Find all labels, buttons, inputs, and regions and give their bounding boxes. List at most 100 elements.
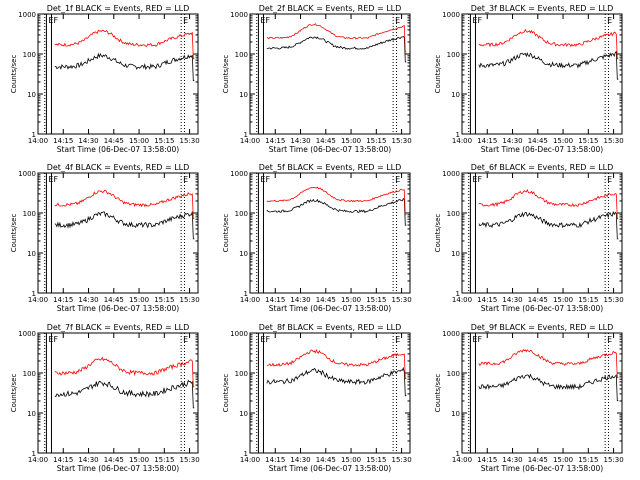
- series-line-lld: [54, 189, 195, 220]
- x-tick-label: 14:45: [316, 137, 336, 145]
- x-tick-label: 15:15: [366, 296, 386, 304]
- series-line-events: [54, 211, 195, 240]
- plot-frame: [249, 332, 411, 454]
- y-tick-label: 1000: [230, 330, 248, 338]
- interval-marker-label: F: [53, 335, 58, 344]
- interval-marker-label: E: [472, 335, 477, 344]
- x-tick-label: 14:30: [78, 456, 98, 464]
- series-line-events: [478, 50, 619, 80]
- series-line-events: [266, 197, 407, 226]
- y-tick-label: 1000: [442, 170, 460, 178]
- x-tick-label: 15:30: [179, 137, 199, 145]
- interval-marker-label: F: [265, 175, 270, 184]
- x-tick-label: 14:15: [477, 456, 497, 464]
- interval-marker-label: E: [472, 175, 477, 184]
- y-tick-label: 100: [447, 370, 460, 378]
- x-tick-label: 14:00: [28, 456, 48, 464]
- plot-frame: [37, 172, 199, 294]
- x-tick-label: 14:30: [290, 137, 310, 145]
- y-tick-label: 1: [32, 290, 36, 298]
- interval-marker-label: E: [607, 175, 612, 184]
- x-tick-label: 15:15: [366, 137, 386, 145]
- y-tick-label: 1000: [442, 330, 460, 338]
- y-tick-label: 10: [27, 91, 36, 99]
- x-tick-label: 15:30: [391, 137, 411, 145]
- panel-9: Det_9f BLACK = Events, RED = LLD 1 10 100 10…: [434, 323, 624, 473]
- interval-marker-label: F: [477, 335, 482, 344]
- x-tick-label: 14:15: [477, 137, 497, 145]
- panel-3: Det_3f BLACK = Events, RED = LLD 1 10 100 10…: [434, 4, 624, 154]
- panel-4: Det_4f BLACK = Events, RED = LLD 1 10 100 10…: [10, 163, 200, 313]
- plot-frame: [37, 13, 199, 135]
- x-tick-label: 15:30: [603, 456, 623, 464]
- y-tick-label: 100: [447, 210, 460, 218]
- x-tick-label: 14:00: [452, 296, 472, 304]
- plot-frame: [461, 332, 623, 454]
- y-tick-label: 1000: [18, 170, 36, 178]
- x-tick-label: 15:15: [578, 296, 598, 304]
- x-tick-label: 15:30: [603, 296, 623, 304]
- x-tick-label: 14:00: [240, 456, 260, 464]
- interval-marker-label: E: [183, 175, 188, 184]
- series-line-events: [54, 379, 195, 409]
- interval-marker-label: E: [260, 335, 265, 344]
- plot-frame: [249, 13, 411, 135]
- y-tick-label: 1: [32, 131, 36, 139]
- x-tick-label: 14:30: [78, 137, 98, 145]
- interval-marker-label: E: [260, 16, 265, 25]
- interval-marker-label: F: [477, 175, 482, 184]
- x-tick-label: 14:15: [265, 296, 285, 304]
- x-tick-label: 14:30: [290, 456, 310, 464]
- y-tick-label: 100: [23, 51, 36, 59]
- x-tick-label: 15:15: [578, 456, 598, 464]
- y-tick-label: 100: [235, 370, 248, 378]
- x-tick-label: 14:00: [452, 456, 472, 464]
- x-tick-label: 14:15: [265, 456, 285, 464]
- x-tick-label: 14:15: [265, 137, 285, 145]
- interval-marker-label: E: [607, 16, 612, 25]
- x-tick-label: 14:45: [104, 456, 124, 464]
- y-tick-label: 100: [23, 210, 36, 218]
- plot-frame: [461, 13, 623, 135]
- x-tick-label: 14:00: [452, 137, 472, 145]
- x-tick-label: 14:15: [53, 296, 73, 304]
- x-axis-label: Start Time (06-Dec-07 13:58:00): [269, 145, 391, 154]
- panel-title: Det_9f BLACK = Events, RED = LLD: [471, 323, 614, 332]
- series-line-events: [266, 36, 407, 63]
- x-axis-label: Start Time (06-Dec-07 13:58:00): [269, 464, 391, 473]
- y-axis-label: Counts/sec: [10, 55, 18, 94]
- y-tick-label: 100: [235, 210, 248, 218]
- panel-6: Det_6f BLACK = Events, RED = LLD 1 10 100 10…: [434, 163, 624, 313]
- x-tick-label: 14:45: [528, 137, 548, 145]
- interval-marker-label: E: [48, 175, 53, 184]
- x-tick-label: 14:45: [316, 296, 336, 304]
- interval-marker-label: E: [48, 335, 53, 344]
- y-tick-label: 10: [239, 250, 248, 258]
- panel-2: Det_2f BLACK = Events, RED = LLD 1 10 100 10…: [222, 4, 412, 154]
- y-tick-label: 1000: [18, 11, 36, 19]
- x-tick-label: 15:15: [154, 137, 174, 145]
- y-tick-label: 1: [244, 131, 248, 139]
- x-tick-label: 14:15: [53, 456, 73, 464]
- x-tick-label: 15:00: [553, 456, 573, 464]
- x-tick-label: 14:30: [502, 456, 522, 464]
- y-tick-label: 1: [456, 290, 460, 298]
- y-tick-label: 1: [244, 450, 248, 458]
- x-tick-label: 15:00: [553, 296, 573, 304]
- x-tick-label: 14:45: [316, 456, 336, 464]
- x-tick-label: 15:15: [366, 456, 386, 464]
- y-tick-label: 1: [244, 290, 248, 298]
- x-tick-label: 14:30: [78, 296, 98, 304]
- panel-title: Det_5f BLACK = Events, RED = LLD: [259, 163, 402, 172]
- y-axis-label: Counts/sec: [434, 55, 442, 94]
- y-axis-label: Counts/sec: [10, 374, 18, 413]
- x-tick-label: 15:30: [391, 296, 411, 304]
- x-tick-label: 15:00: [129, 137, 149, 145]
- panel-1: Det_1f BLACK = Events, RED = LLD 1 10 100 10…: [10, 4, 200, 154]
- x-tick-label: 14:45: [104, 137, 124, 145]
- interval-marker-label: E: [607, 335, 612, 344]
- interval-marker-label: F: [477, 16, 482, 25]
- series-line-events: [478, 373, 619, 402]
- interval-marker-label: E: [183, 16, 188, 25]
- x-axis-label: Start Time (06-Dec-07 13:58:00): [481, 145, 603, 154]
